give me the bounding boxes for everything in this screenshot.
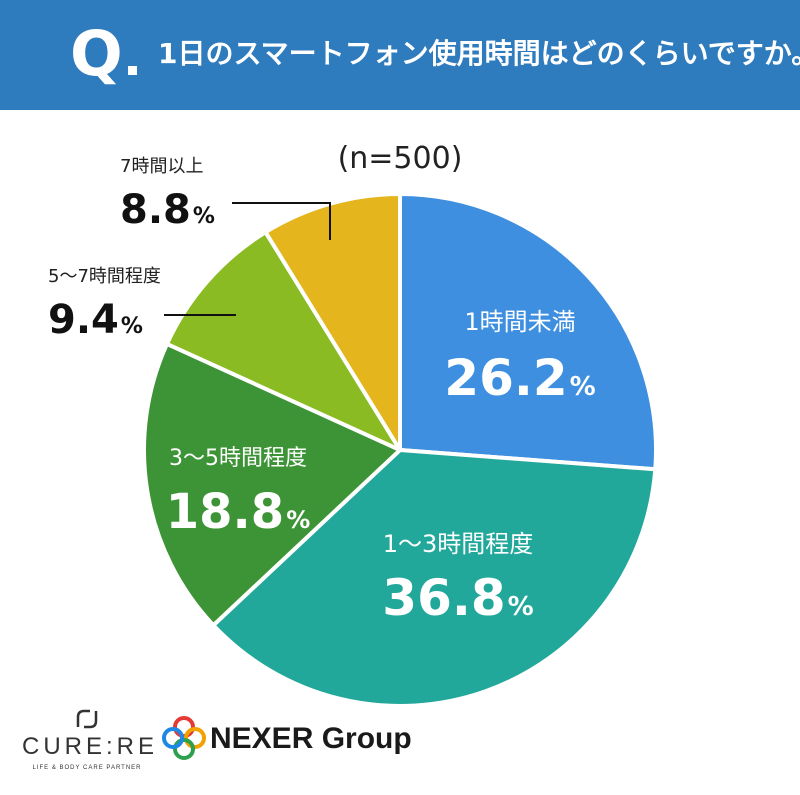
nexer-rings-icon bbox=[162, 716, 206, 760]
slice-1 bbox=[211, 448, 658, 708]
slice-value-unit-3: % bbox=[121, 314, 143, 339]
slice-value-0: 26.2% bbox=[444, 349, 595, 407]
cure-re-wordmark: CURE:RE bbox=[22, 733, 159, 760]
slice-value-number-0: 26.2 bbox=[444, 349, 567, 407]
slice-label-4: 7時間以上 bbox=[120, 156, 203, 177]
q-dot bbox=[128, 66, 137, 75]
nexer-group-logo: NEXER Group bbox=[160, 712, 420, 772]
sample-size-label: (n=500) bbox=[338, 141, 463, 176]
slice-0 bbox=[398, 192, 658, 472]
cure-re-logo: CURE:RE LIFE & BODY CARE PARTNER bbox=[22, 705, 159, 785]
slice-value-unit-4: % bbox=[193, 204, 215, 229]
slice-value-number-1: 36.8 bbox=[382, 569, 505, 627]
slice-label-1: 1～3時間程度 bbox=[383, 530, 534, 558]
slice-value-4: 8.8% bbox=[120, 187, 215, 233]
slice-value-number-2: 18.8 bbox=[166, 484, 284, 540]
slice-value-unit-2: % bbox=[286, 506, 310, 534]
cure-re-tagline: LIFE & BODY CARE PARTNER bbox=[32, 765, 142, 771]
cure-re-logo-mark bbox=[76, 709, 98, 729]
question-text: 1日のスマートフォン使用時間はどのくらいですか。 bbox=[158, 37, 800, 70]
q-mark: Q bbox=[70, 17, 123, 90]
slice-label-3: 5～7時間程度 bbox=[48, 266, 161, 287]
leader-line-4 bbox=[232, 202, 331, 240]
slice-value-2: 18.8% bbox=[166, 484, 310, 540]
slice-value-unit-1: % bbox=[508, 592, 534, 622]
slice-label-0: 1時間未満 bbox=[464, 308, 575, 336]
slice-3 bbox=[165, 230, 402, 452]
slice-value-number-3: 9.4 bbox=[48, 297, 119, 343]
slice-2 bbox=[142, 341, 402, 628]
nexer-group-wordmark: NEXER Group bbox=[210, 722, 412, 755]
slice-value-number-4: 8.8 bbox=[120, 187, 191, 233]
slice-value-1: 36.8% bbox=[382, 569, 533, 627]
slice-value-unit-0: % bbox=[570, 372, 596, 402]
slice-label-2: 3～5時間程度 bbox=[169, 446, 307, 471]
question-header: Q 1日のスマートフォン使用時間はどのくらいですか。 bbox=[0, 0, 800, 110]
slice-value-3: 9.4% bbox=[48, 297, 143, 343]
